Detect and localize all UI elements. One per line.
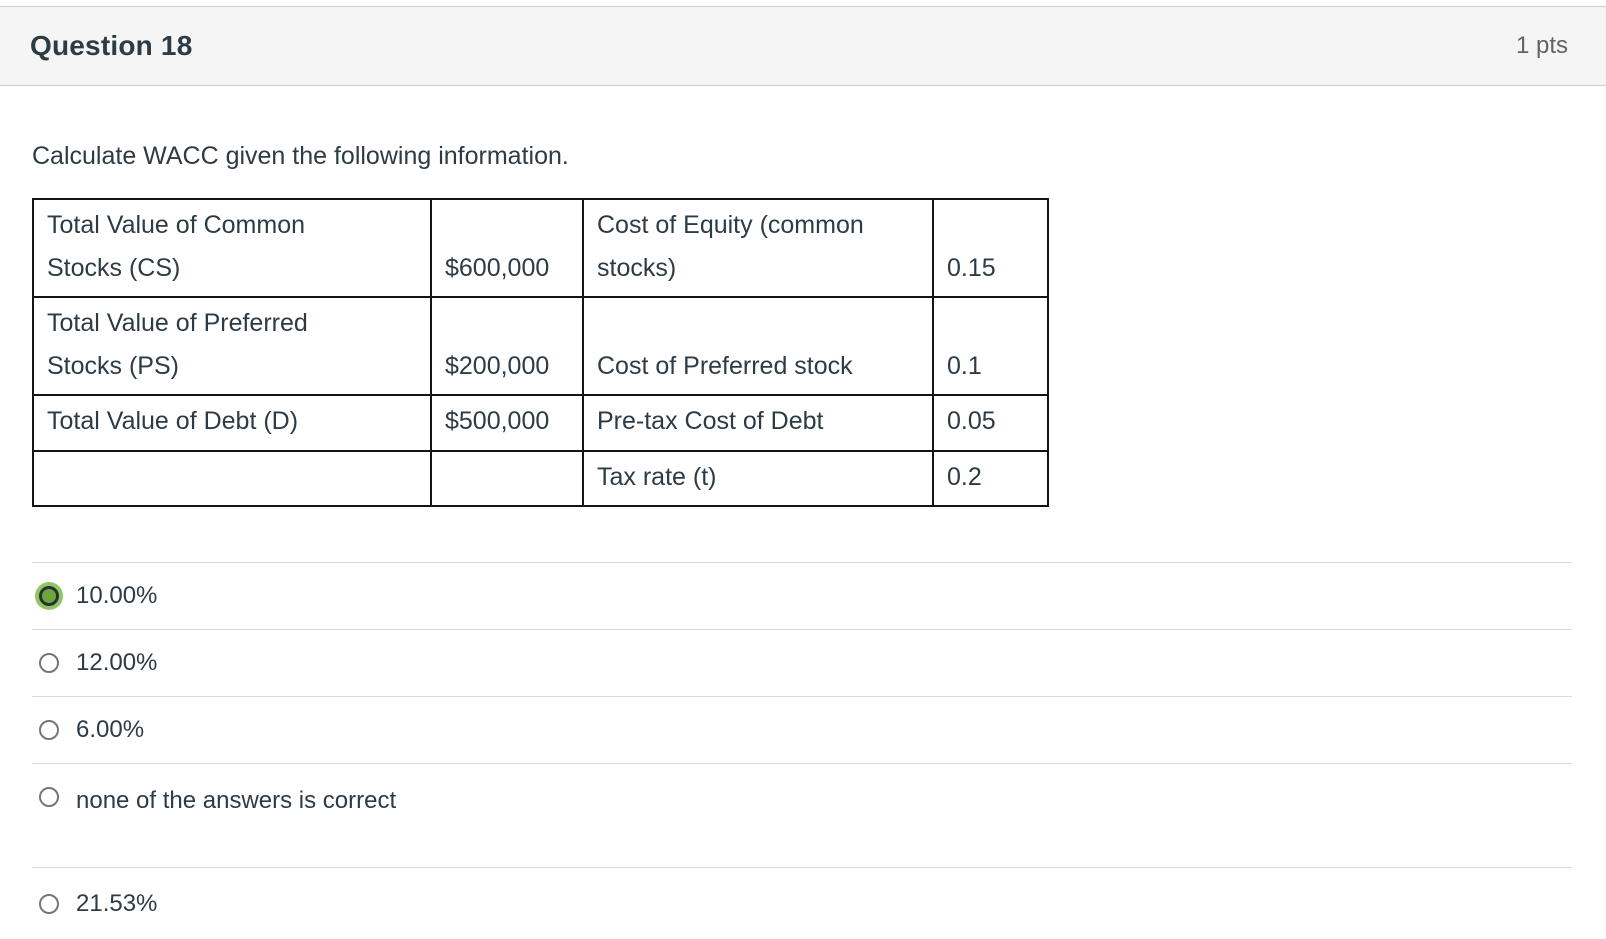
table-cell: 0.2 (932, 449, 1049, 507)
table-cell: Total Value of Common Stocks (CS) (32, 198, 432, 298)
answer-option-2153[interactable]: 21.53% (32, 867, 1572, 939)
answer-option-none[interactable]: none of the answers is correct (32, 763, 1572, 867)
table-row: Total Value of Preferred Stocks (PS) $20… (32, 296, 1049, 396)
table-row: Total Value of Common Stocks (CS) $600,0… (32, 198, 1049, 298)
answer-option-1200[interactable]: 12.00% (32, 629, 1572, 696)
answer-label: 12.00% (76, 649, 158, 676)
answer-label: none of the answers is correct (76, 787, 397, 814)
question-title: Question 18 (30, 30, 193, 61)
table-cell: 0.15 (932, 198, 1049, 298)
table-cell (32, 449, 432, 507)
table-cell: $200,000 (430, 296, 584, 396)
radio-button[interactable] (39, 653, 59, 673)
quiz-question-page: Question 18 1 pts Calculate WACC given t… (0, 6, 1606, 932)
radio-button-selected[interactable] (39, 586, 59, 606)
wacc-data-table: Total Value of Common Stocks (CS) $600,0… (32, 198, 1049, 507)
table-cell: Total Value of Preferred Stocks (PS) (32, 296, 432, 396)
answer-label: 6.00% (76, 716, 145, 743)
table-row: Tax rate (t) 0.2 (32, 449, 1049, 507)
table-cell: Cost of Preferred stock (582, 296, 934, 396)
table-cell: Total Value of Debt (D) (32, 394, 432, 452)
table-cell: 0.1 (932, 296, 1049, 396)
question-header: Question 18 1 pts (0, 6, 1606, 86)
radio-button[interactable] (39, 787, 59, 807)
question-prompt: Calculate WACC given the following infor… (32, 142, 569, 170)
answer-label: 21.53% (76, 889, 158, 917)
table-cell: $600,000 (430, 198, 584, 298)
table-cell: 0.05 (932, 394, 1049, 452)
table-row: Total Value of Debt (D) $500,000 Pre-tax… (32, 394, 1049, 452)
table-cell: $500,000 (430, 394, 584, 452)
answer-option-600[interactable]: 6.00% (32, 696, 1572, 763)
table-cell (430, 449, 584, 507)
answer-options: 10.00% 12.00% 6.00% none of the answers … (32, 562, 1572, 939)
answer-label: 10.00% (76, 582, 158, 609)
table-cell: Tax rate (t) (582, 449, 934, 507)
table-cell: Pre-tax Cost of Debt (582, 394, 934, 452)
radio-button[interactable] (39, 893, 59, 914)
question-points: 1 pts (1515, 32, 1568, 59)
radio-button[interactable] (39, 720, 59, 740)
table-cell: Cost of Equity (common stocks) (582, 198, 934, 298)
answer-option-1000[interactable]: 10.00% (32, 562, 1572, 629)
